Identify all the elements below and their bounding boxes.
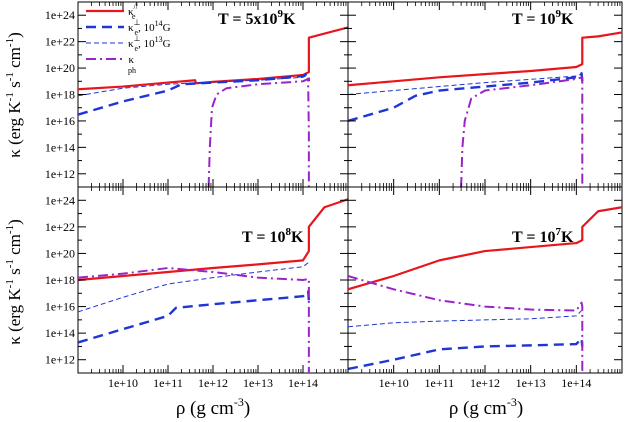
y-tick-label: 1e+14 bbox=[45, 140, 75, 154]
series-layer bbox=[348, 31, 622, 187]
tick-layer: 1e+10 1e+11 1e+12 1e+13 1e+14 bbox=[347, 186, 623, 390]
x-tick-label: 1e+13 bbox=[243, 376, 273, 390]
y-tick-label: 1e+24 bbox=[45, 193, 75, 207]
series-line-dashdot-purple bbox=[460, 76, 584, 187]
x-tick-label: 1e+12 bbox=[198, 376, 228, 390]
series-line-dashdot-purple bbox=[207, 77, 310, 187]
y-tick-label: 1e+16 bbox=[45, 114, 75, 128]
series-line-dashed-blue-thick bbox=[348, 72, 584, 123]
y-tick-label: 1e+14 bbox=[45, 326, 75, 340]
panel-title: T = 107K bbox=[512, 226, 574, 246]
series-line-dashdot-purple bbox=[78, 267, 310, 373]
legend-label: κ ph bbox=[128, 54, 136, 75]
y-tick-label: 1e+16 bbox=[45, 300, 75, 314]
series-layer bbox=[348, 206, 622, 373]
y-axis-label-bottom: κ (erg K-1 s-1 cm-1) bbox=[4, 219, 24, 345]
series-line-solid-red bbox=[78, 26, 348, 91]
series-layer bbox=[78, 26, 348, 187]
y-tick-label: 1e+18 bbox=[45, 88, 75, 102]
x-tick-label: 1e+11 bbox=[153, 376, 183, 390]
y-tick-label: 1e+20 bbox=[45, 61, 75, 75]
series-line-dashed-blue-thick bbox=[348, 337, 584, 371]
legend-label: κ//e bbox=[128, 2, 139, 21]
series-line-solid-red bbox=[348, 31, 622, 87]
legend-label: κ⊥ e, 1014G bbox=[128, 18, 171, 37]
plot-frame bbox=[347, 1, 623, 188]
panel-bottom-right: 1e+10 1e+11 1e+12 1e+13 1e+14 T = 107K bbox=[347, 186, 623, 390]
x-axis-label-left: ρ (g cm-3) bbox=[176, 395, 250, 419]
tick-layer bbox=[347, 1, 623, 188]
panel-top-right: T = 109K bbox=[347, 1, 623, 188]
panel-title: T = 108K bbox=[242, 226, 304, 246]
x-tick-label: 1e+14 bbox=[561, 376, 591, 390]
series-line-solid-red bbox=[78, 198, 348, 282]
y-tick-label: 1e+24 bbox=[45, 8, 75, 22]
series-line-dashed-blue-thin bbox=[348, 310, 582, 328]
x-tick-label: 1e+10 bbox=[108, 376, 138, 390]
series-line-dashed-blue-thick bbox=[78, 289, 311, 344]
x-tick-label: 1e+10 bbox=[379, 376, 409, 390]
series-line-dashed-blue-thick bbox=[78, 72, 311, 116]
y-tick-label: 1e+22 bbox=[45, 220, 75, 234]
y-tick-label: 1e+20 bbox=[45, 246, 75, 260]
series-line-dashed-blue-thin bbox=[78, 262, 309, 313]
x-tick-label: 1e+11 bbox=[425, 376, 455, 390]
panel-top-left: 1e+12 1e+14 1e+16 1e+18 1e+20 1e+22 1e+24 T = … bbox=[45, 1, 349, 188]
y-tick-label: 1e+12 bbox=[45, 353, 75, 367]
panel-title: T = 5x109K bbox=[218, 8, 296, 28]
panel-bottom-left: 1e+10 1e+11 1e+12 1e+13 1e+14 1e+12 1e+14 1e+16… bbox=[45, 186, 349, 390]
y-axis-label-top: κ (erg K-1 s-1 cm-1) bbox=[4, 32, 24, 158]
tick-layer: 1e+12 1e+14 1e+16 1e+18 1e+20 1e+22 1e+24 bbox=[45, 1, 349, 188]
y-tick-label: 1e+12 bbox=[45, 167, 75, 181]
tick-layer: 1e+10 1e+11 1e+12 1e+13 1e+14 1e+12 1e+14 1e+16… bbox=[45, 186, 349, 390]
x-tick-label: 1e+12 bbox=[470, 376, 500, 390]
plot-frame bbox=[347, 186, 623, 374]
y-tick-label: 1e+22 bbox=[45, 35, 75, 49]
x-axis-label-right: ρ (g cm-3) bbox=[449, 395, 523, 419]
series-line-dashdot-purple bbox=[348, 275, 584, 373]
panel-title: T = 109K bbox=[512, 8, 574, 28]
legend-label: κ⊥ e, 1013G bbox=[128, 34, 171, 53]
x-tick-label: 1e+14 bbox=[288, 376, 318, 390]
y-tick-label: 1e+18 bbox=[45, 273, 75, 287]
series-line-dashed-blue-thin bbox=[348, 73, 582, 95]
plot-frame bbox=[77, 186, 349, 374]
series-line-solid-red bbox=[348, 206, 622, 291]
series-layer bbox=[78, 198, 348, 373]
series-line-dashed-blue-thin bbox=[78, 74, 309, 97]
x-tick-label: 1e+13 bbox=[516, 376, 546, 390]
